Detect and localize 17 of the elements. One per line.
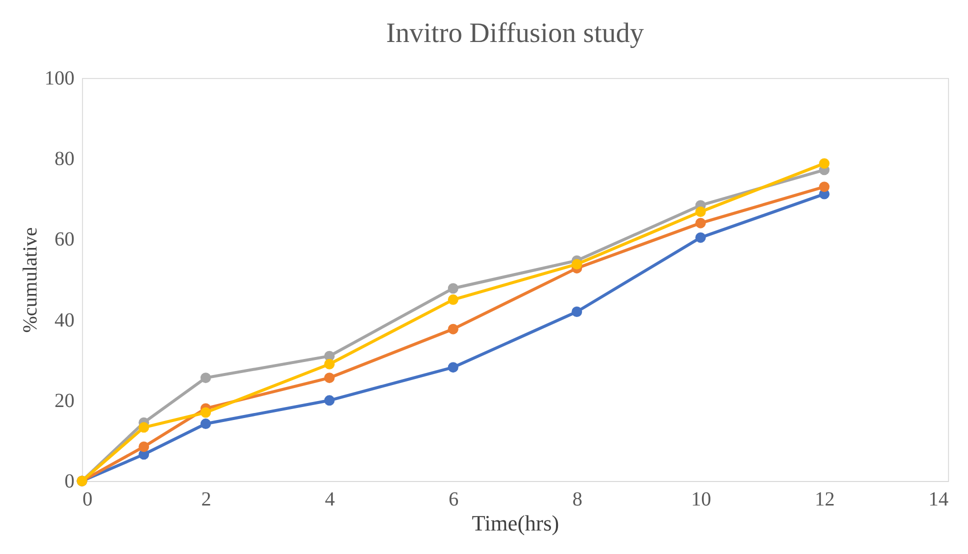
x-tick-label: 8 <box>572 488 582 510</box>
x-tick-label: 14 <box>928 488 948 510</box>
x-tick-label: 12 <box>814 488 835 510</box>
y-tick-label: 40 <box>54 309 74 332</box>
y-tick-label: 20 <box>54 390 74 412</box>
y-tick-label: 0 <box>64 470 74 492</box>
x-tick-label: 4 <box>324 488 335 510</box>
y-tick-label: 100 <box>44 68 74 90</box>
y-axis-title: %cumulative <box>20 227 42 333</box>
x-tick-label: 2 <box>201 488 212 510</box>
x-axis-title: Time(hrs) <box>472 510 560 536</box>
x-tick-label: 6 <box>448 488 459 510</box>
y-tick-label: 80 <box>54 148 74 170</box>
x-tick-label: 10 <box>691 488 712 510</box>
y-tick-label: 60 <box>54 228 74 251</box>
chart-title: Invitro Diffusion study <box>386 18 644 49</box>
x-tick-label: 0 <box>82 488 92 510</box>
